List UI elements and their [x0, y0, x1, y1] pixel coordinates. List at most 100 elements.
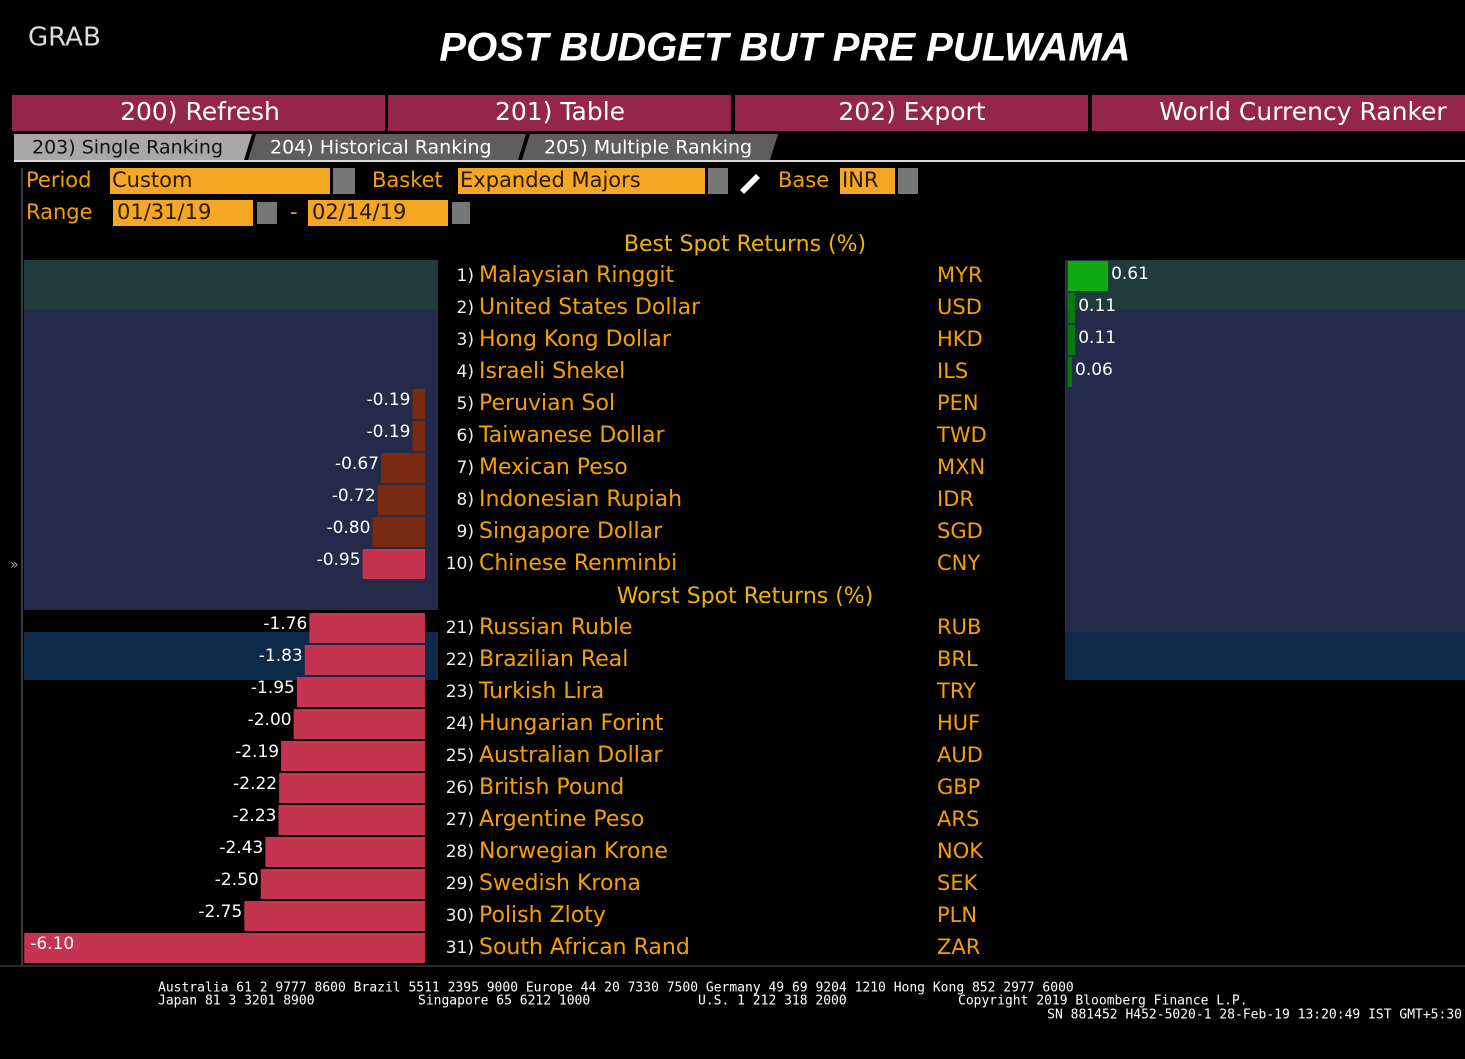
- range-start-field[interactable]: [113, 200, 253, 226]
- basket-field[interactable]: [458, 168, 705, 194]
- range-label: Range: [26, 200, 93, 224]
- currency-code: NOK: [937, 839, 984, 863]
- tab-active[interactable]: [14, 134, 252, 160]
- currency-name: Turkish Lira: [478, 679, 604, 704]
- currency-name: Russian Ruble: [479, 615, 633, 640]
- menu-label[interactable]: 201) Table: [495, 97, 625, 126]
- currency-name: British Pound: [479, 775, 624, 800]
- currency-name: Israeli Shekel: [479, 359, 625, 384]
- menu-button[interactable]: [1092, 95, 1465, 131]
- footer-line: Copyright 2019 Bloomberg Finance L.P.: [958, 994, 1248, 1009]
- tab[interactable]: [248, 134, 526, 160]
- rank: 1): [457, 266, 474, 286]
- value-label: -2.50: [215, 870, 259, 890]
- currency-name: Indonesian Rupiah: [479, 487, 682, 512]
- dropdown[interactable]: [708, 168, 728, 194]
- period-label: Period: [26, 168, 91, 192]
- currency-name: Hungarian Forint: [479, 711, 664, 736]
- row-band: [1065, 632, 1465, 680]
- currency-code: USD: [937, 295, 982, 319]
- best-title: Best Spot Returns (%): [624, 232, 866, 257]
- bar: [1068, 357, 1072, 387]
- menu-button[interactable]: [388, 95, 731, 131]
- period-field[interactable]: [110, 168, 330, 194]
- period-value[interactable]: Custom: [112, 168, 192, 192]
- rank: 2): [457, 298, 474, 318]
- basket-label: Basket: [372, 168, 443, 192]
- range-end-field[interactable]: [308, 200, 448, 226]
- currency-code: SGD: [937, 519, 983, 543]
- currency-name: Brazilian Real: [479, 647, 628, 672]
- range-start[interactable]: 01/31/19: [117, 200, 211, 224]
- bar: [1068, 261, 1109, 291]
- value-label: -2.23: [232, 806, 276, 826]
- currency-name: Argentine Peso: [479, 807, 644, 832]
- bar: [1068, 293, 1076, 323]
- bar: [260, 869, 425, 899]
- bar: [279, 773, 425, 803]
- bar: [304, 645, 425, 675]
- currency-code: ILS: [937, 359, 968, 383]
- bar: [377, 485, 425, 515]
- value-label: -2.00: [248, 710, 292, 730]
- currency-code: IDR: [937, 487, 974, 511]
- range-end[interactable]: 02/14/19: [312, 200, 406, 224]
- calendar-icon[interactable]: [452, 202, 470, 224]
- currency-code: RUB: [937, 615, 981, 639]
- dropdown[interactable]: [333, 168, 355, 194]
- footer-line: Singapore 65 6212 1000: [418, 994, 590, 1009]
- currency-name: United States Dollar: [479, 295, 701, 320]
- rank: 22): [446, 650, 474, 670]
- currency-code: ZAR: [937, 935, 980, 959]
- row-band: [1065, 310, 1465, 632]
- tab-label[interactable]: 205) Multiple Ranking: [544, 137, 752, 159]
- calendar-icon[interactable]: [257, 202, 277, 224]
- footer-line: SN 881452 H452-5020-1 28-Feb-19 13:20:49…: [1047, 1008, 1462, 1023]
- currency-name: Hong Kong Dollar: [479, 327, 672, 352]
- value-label: -0.19: [367, 422, 411, 442]
- edit-icon[interactable]: [740, 174, 760, 194]
- currency-name: Polish Zloty: [479, 903, 606, 928]
- basket-value[interactable]: Expanded Majors: [460, 168, 641, 192]
- value-label: -2.43: [219, 838, 263, 858]
- base-label: Base: [778, 168, 829, 192]
- base-value[interactable]: INR: [842, 168, 879, 192]
- bar: [24, 933, 425, 963]
- grab-label: GRAB: [28, 23, 101, 53]
- row-band: [1065, 260, 1465, 310]
- currency-name: Taiwanese Dollar: [478, 423, 665, 448]
- menu-button[interactable]: [12, 95, 385, 131]
- currency-name: South African Rand: [479, 935, 690, 960]
- rank: 31): [446, 938, 474, 958]
- bar: [265, 837, 425, 867]
- rank: 7): [457, 458, 474, 478]
- bar: [1068, 325, 1076, 355]
- rank: 8): [457, 490, 474, 510]
- bar: [296, 677, 425, 707]
- currency-code: HKD: [937, 327, 983, 351]
- tab-label[interactable]: 204) Historical Ranking: [270, 137, 492, 159]
- tab[interactable]: [522, 134, 778, 160]
- value-label: -2.19: [235, 742, 279, 762]
- value-label: -0.80: [326, 518, 370, 538]
- bar: [281, 741, 425, 771]
- currency-name: Malaysian Ringgit: [479, 263, 674, 288]
- rank: 6): [457, 426, 474, 446]
- value-label: -1.76: [263, 614, 307, 634]
- value-label: -1.83: [259, 646, 303, 666]
- dropdown[interactable]: [898, 168, 918, 194]
- value-label: -2.22: [233, 774, 277, 794]
- menu-label[interactable]: 202) Export: [838, 97, 985, 126]
- menu-label[interactable]: World Currency Ranker: [1159, 97, 1447, 126]
- value-label: 0.11: [1078, 328, 1116, 348]
- footer-line: U.S. 1 212 318 2000: [698, 994, 847, 1009]
- rank: 4): [457, 362, 474, 382]
- expand-arrow[interactable]: »: [10, 557, 19, 573]
- menu-button[interactable]: [735, 95, 1088, 131]
- tab-label[interactable]: 203) Single Ranking: [32, 137, 223, 159]
- currency-name: Norwegian Krone: [479, 839, 668, 864]
- menu-label[interactable]: 200) Refresh: [120, 97, 280, 126]
- rank: 29): [446, 874, 474, 894]
- base-field[interactable]: [840, 168, 895, 194]
